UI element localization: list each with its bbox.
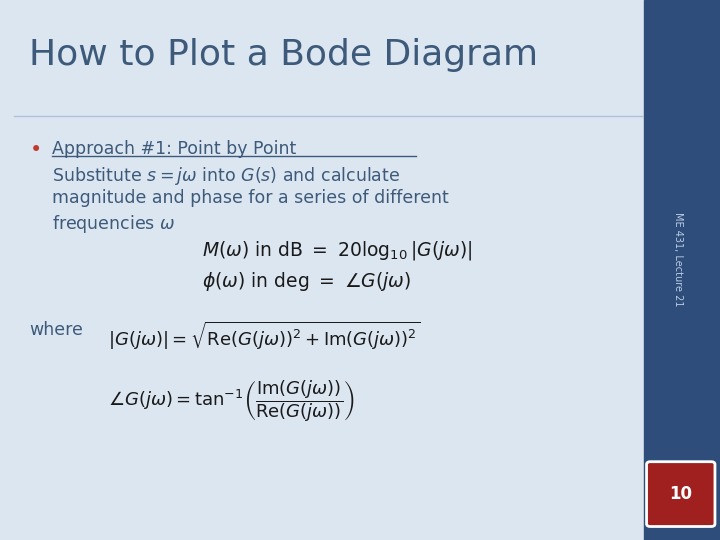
Text: ME 431, Lecture 21: ME 431, Lecture 21 <box>673 212 683 306</box>
Bar <box>644 0 720 540</box>
Text: Approach #1: Point by Point: Approach #1: Point by Point <box>52 140 296 158</box>
Text: frequencies $\omega$: frequencies $\omega$ <box>52 213 175 235</box>
Text: Substitute $s{=}j\omega$ into $G(s)$ and calculate: Substitute $s{=}j\omega$ into $G(s)$ and… <box>52 165 400 187</box>
Text: $|G(j\omega)| = \sqrt{\mathrm{Re}(G(j\omega))^2 + \mathrm{Im}(G(j\omega))^2}$: $|G(j\omega)| = \sqrt{\mathrm{Re}(G(j\om… <box>108 320 420 352</box>
Text: 10: 10 <box>669 485 692 503</box>
Text: How to Plot a Bode Diagram: How to Plot a Bode Diagram <box>29 38 538 72</box>
Text: where: where <box>29 321 83 339</box>
FancyBboxPatch shape <box>647 462 715 526</box>
Text: magnitude and phase for a series of different: magnitude and phase for a series of diff… <box>52 189 449 207</box>
Text: $\angle G(j\omega) = \tan^{-1}\!\left(\dfrac{\mathrm{Im}(G(j\omega))}{\mathrm{Re: $\angle G(j\omega) = \tan^{-1}\!\left(\d… <box>108 378 354 424</box>
Text: •: • <box>30 140 42 160</box>
Text: $M(\omega)$ in dB $=\ 20\log_{10}|G(j\omega)|$: $M(\omega)$ in dB $=\ 20\log_{10}|G(j\om… <box>202 239 472 262</box>
Text: $\phi(\omega)$ in deg $=\ \angle G(j\omega)$: $\phi(\omega)$ in deg $=\ \angle G(j\ome… <box>202 270 411 293</box>
